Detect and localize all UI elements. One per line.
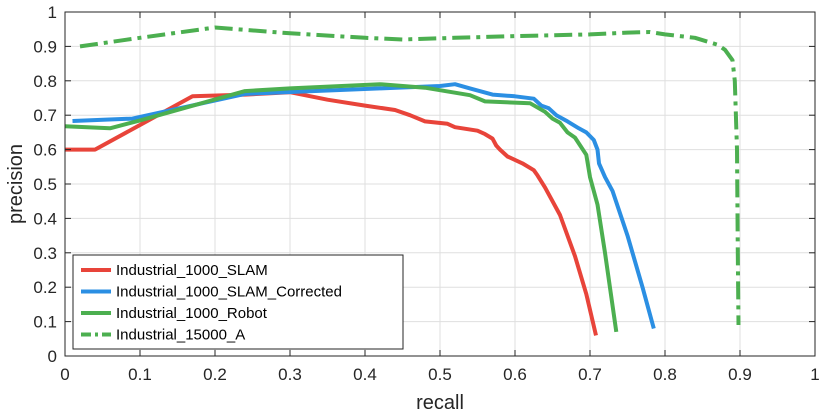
x-tick-label: 0.7 xyxy=(578,365,602,384)
x-axis-ticks: 0 0.1 0.2 0.3 0.4 0.5 0.6 0.7 0.8 0.9 1 xyxy=(60,12,820,384)
y-tick-label: 0.2 xyxy=(33,278,57,297)
x-axis-title: recall xyxy=(416,392,464,414)
series-layer xyxy=(64,25,741,336)
legend: Industrial_1000_SLAM Industrial_1000_SLAM… xyxy=(72,254,404,350)
y-tick-label: 0.3 xyxy=(33,244,57,263)
x-tick-label: 0.5 xyxy=(428,365,452,384)
x-tick-label: 0.1 xyxy=(128,365,152,384)
x-tick-label: 0.6 xyxy=(503,365,527,384)
y-tick-label: 0.6 xyxy=(33,141,57,160)
y-tick-label: 0.5 xyxy=(33,175,57,194)
legend-label: Industrial_1000_SLAM xyxy=(116,262,268,279)
y-tick-label: 0.9 xyxy=(33,37,57,56)
x-tick-label: 0.3 xyxy=(278,365,302,384)
y-tick-label: 1 xyxy=(48,3,57,22)
y-tick-label: 0 xyxy=(48,347,57,366)
x-tick-label: 0.2 xyxy=(203,365,227,384)
series-line-3 xyxy=(79,25,741,326)
series-line-1 xyxy=(72,82,656,330)
y-tick-label: 0.4 xyxy=(33,209,57,228)
series-line-2 xyxy=(64,82,619,333)
y-tick-label: 0.8 xyxy=(33,72,57,91)
legend-label: Industrial_1000_SLAM_Corrected xyxy=(116,284,342,301)
x-tick-label: 0.9 xyxy=(728,365,752,384)
legend-label: Industrial_1000_Robot xyxy=(116,305,268,322)
y-tick-label: 0.1 xyxy=(33,313,57,332)
x-tick-label: 1 xyxy=(810,365,819,384)
legend-label: Industrial_15000_A xyxy=(116,327,245,344)
y-axis-title: precision xyxy=(5,144,27,224)
legend-box xyxy=(72,254,404,350)
y-tick-label: 0.7 xyxy=(33,106,57,125)
x-tick-label: 0.4 xyxy=(353,365,377,384)
y-axis-ticks: 0 0.1 0.2 0.3 0.4 0.5 0.6 0.7 0.8 0.9 1 xyxy=(33,3,815,366)
x-tick-label: 0 xyxy=(60,365,69,384)
series-line-0 xyxy=(65,90,598,336)
x-tick-label: 0.8 xyxy=(653,365,677,384)
grid-lines xyxy=(65,12,815,356)
